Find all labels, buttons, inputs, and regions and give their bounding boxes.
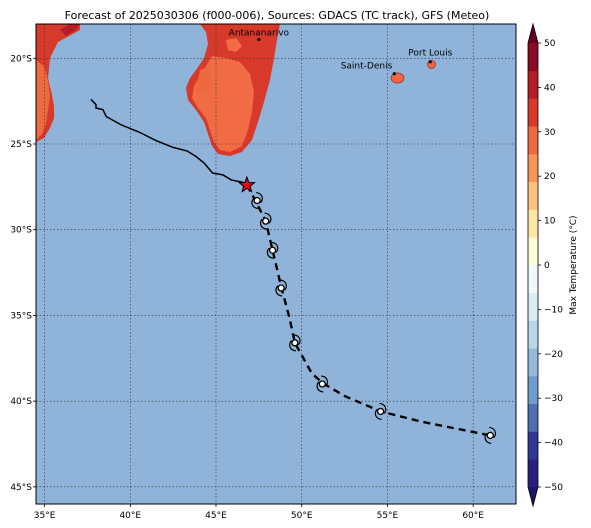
map-title: Forecast of 2025030306 (f000-006), Sourc… <box>65 9 490 22</box>
colorbar-segment <box>528 154 538 183</box>
city-marker <box>392 72 396 76</box>
lon-tick-label: 35°E <box>34 511 56 521</box>
colorbar-segment <box>528 43 538 72</box>
cyclone-symbol-icon <box>251 191 263 210</box>
cyclone-symbol-icon <box>316 375 329 393</box>
colorbar-segment <box>528 403 538 432</box>
colorbar-segment <box>528 348 538 377</box>
colorbar-tick-label: 30 <box>544 128 556 138</box>
colorbar-segment <box>528 376 538 405</box>
cyclone-symbol-icon <box>275 279 287 297</box>
map-plot-area: Antananarivo Port Louis Saint-Denis <box>36 24 516 504</box>
colorbar-label: Max Temperature (°C) <box>569 215 579 314</box>
cyclone-symbol-icon <box>259 212 272 230</box>
colorbar-segment <box>528 209 538 238</box>
colorbar-tick-label: −50 <box>544 483 563 493</box>
colorbar-tick-label: 20 <box>544 172 556 182</box>
colorbar-segment <box>528 320 538 349</box>
cyclone-symbol-icon <box>266 241 279 259</box>
lat-tick-label: 45°S <box>10 483 32 493</box>
colorbar-segment <box>528 126 538 155</box>
lat-tick-label: 20°S <box>10 54 32 64</box>
latitude-axis: 20°S 25°S 30°S 35°S 40°S 45°S <box>10 54 36 493</box>
city-label: Antananarivo <box>229 28 290 38</box>
gridlines <box>36 24 516 504</box>
lon-tick-label: 50°E <box>291 511 313 521</box>
lat-tick-label: 40°S <box>10 397 32 407</box>
map-frame <box>35 23 517 505</box>
reunion-island <box>390 72 405 84</box>
colorbar-under-extension <box>528 487 538 506</box>
city-label: Port Louis <box>408 49 452 59</box>
colorbar-segment <box>528 181 538 210</box>
colorbar-segment <box>528 265 538 294</box>
lat-tick-label: 35°S <box>10 311 32 321</box>
city-label: Saint-Denis <box>341 62 393 72</box>
lon-tick-label: 45°E <box>205 511 227 521</box>
colorbar-segment <box>528 237 538 266</box>
colorbar-segment <box>528 70 538 99</box>
colorbar-tick-label: 10 <box>544 217 556 227</box>
colorbar-segment <box>528 459 538 488</box>
lon-tick-label: 40°E <box>119 511 141 521</box>
africa-landmass <box>36 24 80 142</box>
madagascar-landmass <box>186 24 280 156</box>
forecast-cyclone-markers <box>251 191 497 445</box>
city-labels: Antananarivo Port Louis Saint-Denis <box>229 28 453 76</box>
lon-tick-label: 55°E <box>377 511 399 521</box>
colorbar-tick-label: −40 <box>544 439 563 449</box>
colorbar-tick-label: −30 <box>544 394 563 404</box>
colorbar-segment <box>528 292 538 321</box>
city-marker <box>257 37 261 42</box>
colorbar-tick-label: 0 <box>544 261 550 271</box>
current-position-star-icon <box>237 175 256 193</box>
colorbar-tick-label: 50 <box>544 39 556 49</box>
colorbar-segment <box>528 98 538 127</box>
lat-tick-label: 30°S <box>10 226 32 236</box>
cyclone-symbol-icon <box>374 402 387 421</box>
cyclone-symbol-icon <box>484 426 497 445</box>
colorbar-tick-label: −10 <box>544 305 563 315</box>
cyclone-symbol-icon <box>289 334 301 352</box>
colorbar-tick-label: −20 <box>544 350 563 360</box>
colorbar: 50 40 30 20 10 0 −10 −20 −30 −40 −50 <box>527 22 563 508</box>
colorbar-segment <box>528 431 538 460</box>
lon-tick-label: 60°E <box>462 511 484 521</box>
forecast-track-line <box>245 184 491 437</box>
past-track-line <box>90 98 248 185</box>
colorbar-tick-label: 40 <box>544 83 556 93</box>
city-marker <box>428 60 432 64</box>
longitude-axis: 35°E 40°E 45°E 50°E 55°E 60°E <box>34 504 484 521</box>
lat-tick-label: 25°S <box>10 140 32 150</box>
colorbar-over-extension <box>528 24 538 43</box>
